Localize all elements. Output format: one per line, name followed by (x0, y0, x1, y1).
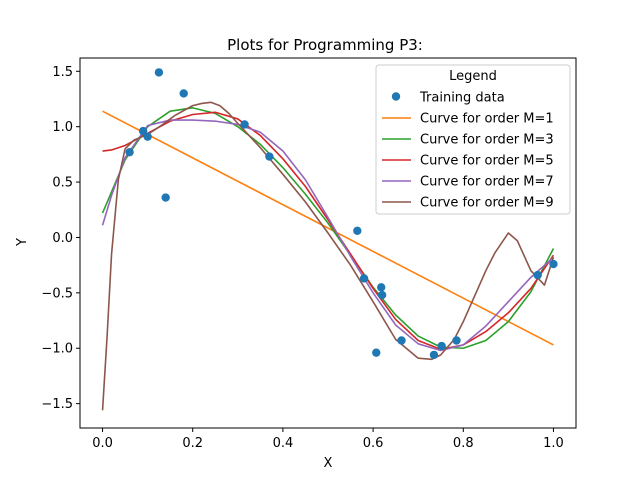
x-tick-label: 0.0 (92, 436, 113, 451)
legend-title: Legend (449, 69, 497, 84)
legend: Legend Training data Curve for order M=1 Cu… (375, 64, 571, 215)
plot-area (101, 68, 558, 411)
x-axis-label: X (324, 456, 333, 471)
training-data-point (359, 274, 369, 283)
y-axis: −1.5 −1.0 −0.5 0.0 0.5 1.0 1.5 (41, 65, 80, 412)
training-data-point (353, 226, 362, 236)
y-axis-label: Y (15, 238, 30, 247)
training-data-point (533, 270, 542, 280)
training-data-point (161, 193, 170, 202)
training-data-point (143, 132, 152, 141)
series-line-m3 (101, 107, 555, 350)
legend-label: Curve for order M=7 (420, 175, 554, 190)
series-line-m9 (101, 101, 555, 411)
legend-marker-training-data (391, 92, 401, 101)
legend-box (375, 64, 571, 215)
legend-label: Curve for order M=5 (420, 154, 554, 169)
training-data-point (377, 283, 386, 292)
training-data-point (125, 147, 134, 157)
legend-label: Curve for order M=9 (420, 196, 554, 211)
legend-label: Curve for order M=3 (420, 133, 554, 148)
y-tick-label: −1.0 (41, 342, 73, 357)
x-axis: 0.0 0.2 0.4 0.6 0.8 1.0 (92, 428, 564, 451)
training-data-point (549, 259, 558, 269)
training-data-point (377, 290, 387, 300)
y-tick-label: 0.0 (52, 231, 73, 246)
legend-label-training-data: Training data (419, 91, 505, 106)
training-data-point (154, 68, 164, 77)
training-data-point (429, 350, 439, 360)
axes-frame (79, 57, 577, 429)
training-data-point (372, 348, 381, 357)
training-data-point (437, 341, 446, 351)
x-tick-label: 0.8 (453, 436, 474, 451)
y-tick-label: 1.0 (52, 120, 73, 135)
training-data-point (240, 120, 249, 129)
y-tick-label: −0.5 (41, 286, 73, 301)
x-tick-label: 0.6 (363, 436, 384, 451)
training-data-point (452, 336, 461, 345)
y-tick-label: 0.5 (52, 176, 73, 191)
x-tick-label: 1.0 (543, 436, 564, 451)
chart-title: Plots for Programming P3: (227, 36, 423, 54)
training-data-point (265, 152, 274, 161)
x-tick-label: 0.4 (273, 436, 294, 451)
y-tick-label: 1.5 (52, 65, 73, 80)
series-line-m1 (102, 110, 554, 346)
y-tick-label: −1.5 (41, 397, 73, 412)
training-data-point (179, 89, 188, 98)
training-data-point (397, 336, 406, 345)
series-line-m7 (101, 119, 554, 352)
legend-label: Curve for order M=1 (420, 112, 554, 127)
x-tick-label: 0.2 (182, 436, 203, 451)
training-data-point (138, 126, 148, 136)
